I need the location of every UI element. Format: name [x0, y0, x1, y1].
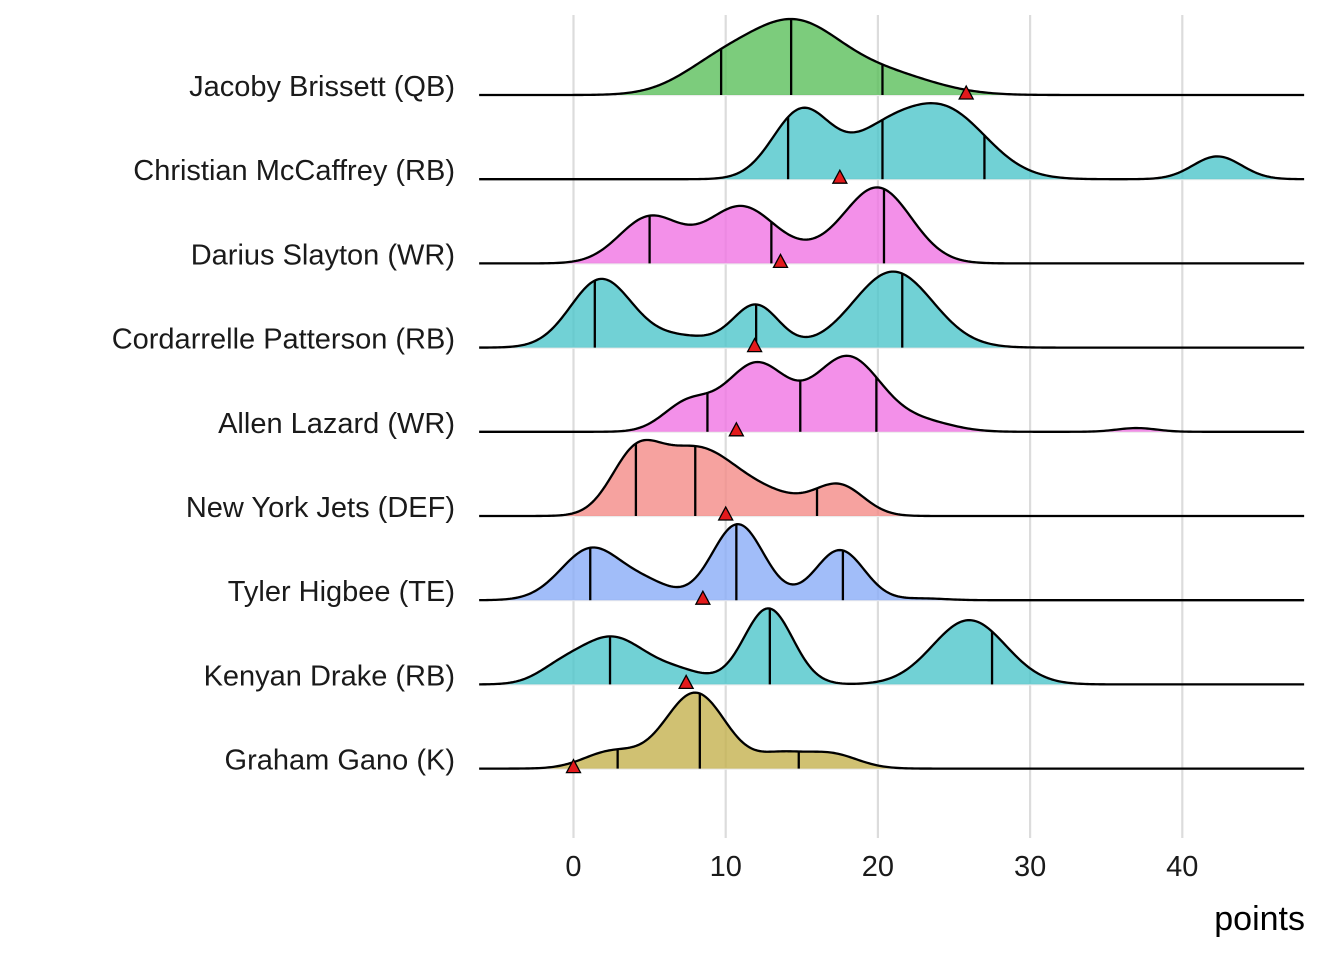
- ridge-line: [479, 17, 1305, 97]
- ridge-fill: [479, 19, 1305, 95]
- actual-points-marker: [728, 421, 745, 437]
- actual-points-marker: [717, 505, 734, 521]
- y-labels: Jacoby Brissett (QB) Christian McCaffrey …: [112, 71, 455, 777]
- ridge-line: [479, 438, 1305, 518]
- ridge-fill: [479, 103, 1305, 180]
- y-axis-label: Jacoby Brissett (QB): [189, 71, 455, 103]
- ridge-line: [479, 186, 1305, 265]
- actual-points-marker: [565, 758, 582, 774]
- ridge-group: [479, 17, 1305, 100]
- y-axis-label: Cordarrelle Patterson (RB): [112, 324, 455, 356]
- actual-points-marker: [958, 84, 975, 100]
- x-tick-label: 40: [1166, 851, 1198, 883]
- actual-points-marker: [694, 589, 711, 605]
- y-axis-label: Kenyan Drake (RB): [204, 660, 455, 692]
- ridge-fill: [479, 271, 1305, 348]
- y-axis-label: Darius Slayton (WR): [191, 239, 455, 271]
- ridge-line: [479, 102, 1305, 181]
- ridge-fill: [479, 524, 1305, 601]
- ridge-group: [479, 691, 1305, 774]
- ridge-fill: [479, 692, 1305, 769]
- y-axis-label: New York Jets (DEF): [186, 492, 455, 524]
- ridge-fill: [479, 355, 1305, 432]
- actual-points-marker: [678, 674, 695, 690]
- ridge-line: [479, 354, 1305, 433]
- x-tick-label: 0: [565, 851, 581, 883]
- y-axis-label: Allen Lazard (WR): [218, 408, 455, 440]
- x-axis-title: points: [1214, 900, 1305, 938]
- ridge-group: [479, 102, 1305, 184]
- x-tick-labels: 0 10 20 30 40: [565, 851, 1198, 883]
- actual-points-marker: [746, 337, 763, 353]
- ridge-fill: [479, 608, 1305, 685]
- y-axis-label: Tyler Higbee (TE): [228, 576, 455, 608]
- ridge-fill: [479, 440, 1305, 516]
- ridge-group: [479, 438, 1305, 521]
- ridge-group: [479, 270, 1305, 353]
- ridge-group: [479, 354, 1305, 437]
- x-tick-label: 20: [862, 851, 894, 883]
- ridge-group: [479, 523, 1305, 605]
- y-axis-label: Graham Gano (K): [225, 745, 455, 777]
- y-axis-label: Christian McCaffrey (RB): [133, 155, 455, 187]
- ridge-line: [479, 523, 1305, 602]
- ridge-line: [479, 607, 1305, 686]
- ridge-group: [479, 186, 1305, 269]
- actual-points-marker: [831, 168, 848, 184]
- ridge-line: [479, 270, 1305, 349]
- actual-points-marker: [772, 253, 789, 269]
- ridge-group: [479, 607, 1305, 690]
- x-tick-label: 10: [710, 851, 742, 883]
- ridges-layer: [479, 17, 1305, 774]
- ridge-fill: [479, 187, 1305, 264]
- x-tick-label: 30: [1014, 851, 1046, 883]
